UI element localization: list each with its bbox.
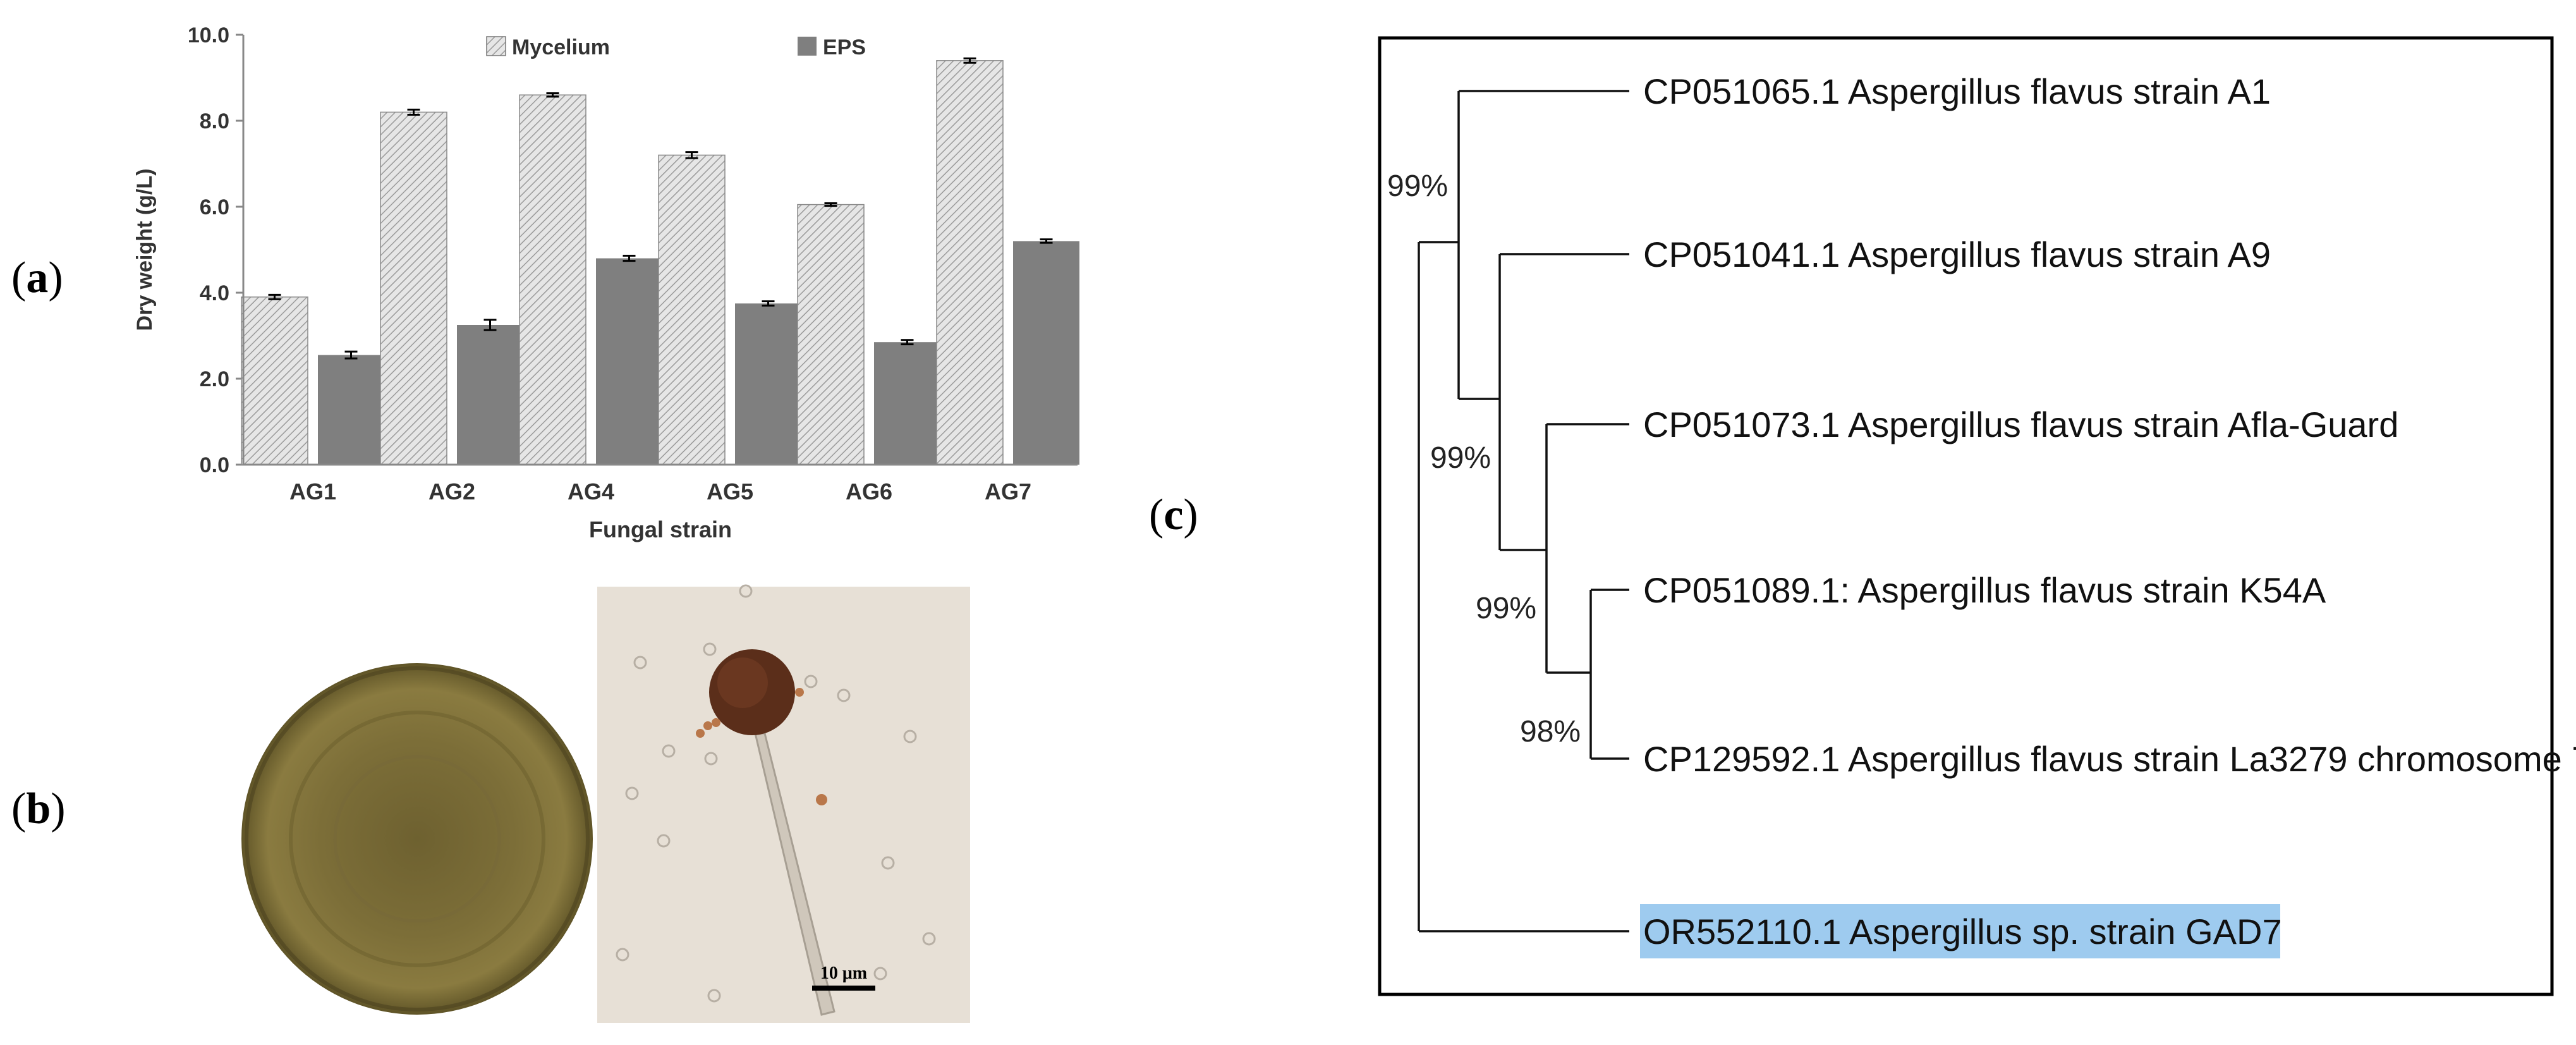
legend-swatch-mycelium [486, 36, 506, 56]
y-tick-label: 6.0 [200, 195, 229, 219]
y-tick-label: 0.0 [200, 453, 229, 477]
bar-eps-ag7 [1013, 241, 1079, 465]
bootstrap-label-2: 99% [1430, 441, 1491, 475]
x-tick-label: AG1 [289, 479, 336, 504]
bootstrap-label-1: 99% [1387, 169, 1448, 203]
taxon-label-la3279: CP129592.1 Aspergillus flavus strain La3… [1643, 739, 2576, 779]
highlight-gad7 [1640, 904, 2280, 958]
microscope-photo: 10 μm [597, 584, 970, 1023]
bar-eps-ag1 [318, 355, 384, 465]
y-axis-label: Dry weight (g/L) [133, 169, 157, 331]
legend-label-eps: EPS [823, 35, 866, 59]
bar-eps-ag5 [735, 303, 801, 465]
micrograph-background [597, 587, 970, 1023]
bar-mycelium-ag4 [519, 94, 586, 465]
taxon-label-k54a: CP051089.1: Aspergillus flavus strain K5… [1643, 570, 2326, 610]
panel-label-b: (b) [11, 785, 66, 833]
y-tick-label: 10.0 [188, 23, 229, 47]
taxon-label-a9: CP051041.1 Aspergillus flavus strain A9 [1643, 235, 2271, 274]
x-tick-label: AG7 [985, 479, 1031, 504]
culture-plate-photo [241, 663, 593, 1015]
x-tick-label: AG6 [846, 479, 892, 504]
taxon-label-a1: CP051065.1 Aspergillus flavus strain A1 [1643, 71, 2271, 111]
bar-mycelium-ag5 [658, 154, 726, 465]
bootstrap-label-4: 98% [1520, 715, 1581, 749]
bar-eps-ag4 [596, 258, 662, 465]
bar-mycelium-ag7 [936, 60, 1004, 465]
petri-dish [241, 663, 593, 1015]
y-tick-label: 8.0 [200, 109, 229, 133]
legend-swatch-eps [798, 37, 817, 56]
y-tick-label: 4.0 [200, 281, 229, 305]
bar-marks [241, 57, 1079, 465]
bar-mycelium-ag2 [380, 111, 447, 465]
tree-frame [1378, 36, 2554, 996]
panel-label-c: (c) [1149, 491, 1198, 539]
x-axis-label: Fungal strain [589, 516, 732, 542]
bar-eps-ag6 [874, 342, 940, 465]
y-axis-ticks: 0.0 2.0 4.0 6.0 8.0 10.0 [188, 23, 243, 477]
bar-mycelium-ag1 [241, 296, 308, 465]
panel-label-a: (a) [11, 254, 63, 302]
bar-mycelium-ag6 [797, 204, 865, 465]
x-axis-ticks: AG1 AG2 AG4 AG5 AG6 AG7 [289, 479, 1031, 504]
taxon-label-gad7: OR552110.1 Aspergillus sp. strain GAD7 [1643, 912, 2282, 951]
scale-bar-label: 10 μm [820, 963, 867, 983]
x-tick-label: AG2 [428, 479, 475, 504]
taxon-label-afla-guard: CP051073.1 Aspergillus flavus strain Afl… [1643, 405, 2398, 444]
legend-label-mycelium: Mycelium [512, 35, 610, 59]
x-tick-label: AG4 [568, 479, 614, 504]
bootstrap-label-3: 99% [1476, 592, 1536, 625]
y-tick-label: 2.0 [200, 367, 229, 391]
bar-chart: 0.0 2.0 4.0 6.0 8.0 10.0 AG1 AG2 AG4 AG5 AG6 AG7 D… [133, 23, 1079, 542]
bar-eps-ag2 [457, 325, 523, 465]
phylogenetic-tree: CP051065.1 Aspergillus flavus strain A1 … [1378, 36, 2576, 996]
x-tick-label: AG5 [707, 479, 753, 504]
